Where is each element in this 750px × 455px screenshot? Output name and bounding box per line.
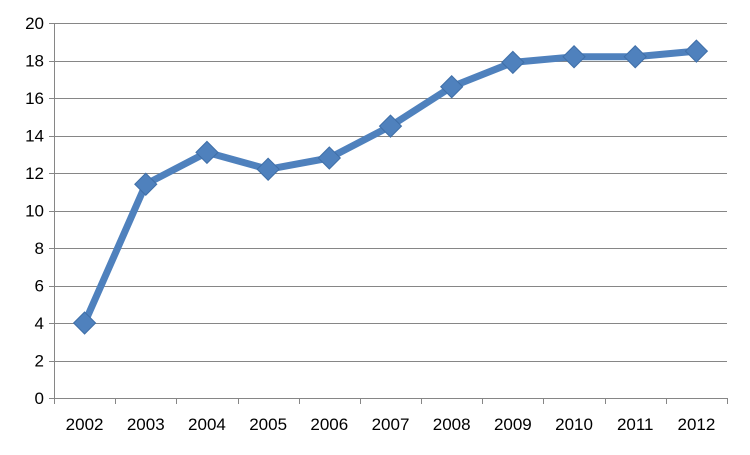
data-point-marker bbox=[195, 140, 219, 165]
x-tick-label: 2007 bbox=[372, 415, 410, 434]
x-tick-label: 2005 bbox=[249, 415, 287, 434]
x-tick-label: 2012 bbox=[677, 415, 715, 434]
series-line bbox=[81, 47, 700, 327]
y-tick-label: 12 bbox=[25, 164, 44, 183]
data-point-marker bbox=[562, 45, 586, 69]
x-axis-tick-labels: 2002 2003 2004 2005 2006 2007 2008 2009 2010 2011… bbox=[66, 415, 716, 434]
axes bbox=[49, 23, 728, 404]
x-tick-label: 2008 bbox=[433, 415, 471, 434]
gridlines bbox=[54, 23, 727, 362]
y-tick-label: 18 bbox=[25, 52, 44, 71]
y-tick-label: 8 bbox=[35, 239, 44, 258]
y-tick-label: 16 bbox=[25, 89, 44, 108]
x-tick-label: 2011 bbox=[617, 415, 654, 434]
x-tick-label: 2010 bbox=[555, 415, 593, 434]
y-tick-label: 20 bbox=[25, 14, 44, 33]
data-point-marker bbox=[439, 75, 464, 99]
x-tick-label: 2004 bbox=[188, 415, 226, 434]
data-point-marker bbox=[684, 39, 709, 63]
y-tick-label: 2 bbox=[35, 352, 44, 371]
data-point-marker bbox=[378, 114, 403, 138]
y-tick-label: 4 bbox=[35, 314, 44, 333]
data-point-marker bbox=[134, 172, 158, 196]
y-tick-label: 6 bbox=[35, 277, 44, 296]
data-point-marker bbox=[501, 50, 525, 75]
x-tick-label: 2006 bbox=[310, 415, 348, 434]
data-point-marker bbox=[72, 311, 97, 335]
data-point-marker bbox=[623, 45, 647, 69]
data-point-marker bbox=[317, 146, 342, 170]
y-tick-label: 0 bbox=[35, 389, 44, 408]
x-tick-label: 2003 bbox=[127, 415, 165, 434]
x-tick-label: 2002 bbox=[66, 415, 104, 434]
x-tick-label: 2009 bbox=[494, 415, 532, 434]
data-point-marker bbox=[256, 157, 280, 181]
y-tick-label: 10 bbox=[25, 202, 44, 221]
y-tick-label: 14 bbox=[25, 127, 44, 146]
series-layer bbox=[72, 39, 709, 335]
y-axis-tick-labels: 0 2 4 6 8 10 12 14 16 18 20 bbox=[25, 14, 44, 408]
